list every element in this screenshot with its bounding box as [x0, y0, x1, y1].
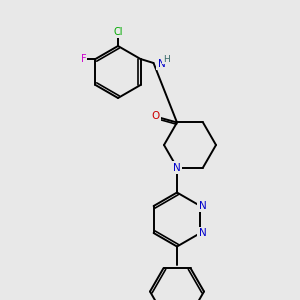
Text: N: N	[199, 201, 206, 211]
Text: N: N	[173, 163, 181, 172]
Text: H: H	[163, 55, 170, 64]
Text: O: O	[152, 112, 160, 122]
Text: Cl: Cl	[113, 27, 123, 37]
Text: N: N	[158, 59, 165, 69]
Text: F: F	[81, 54, 86, 64]
Text: N: N	[199, 228, 206, 238]
